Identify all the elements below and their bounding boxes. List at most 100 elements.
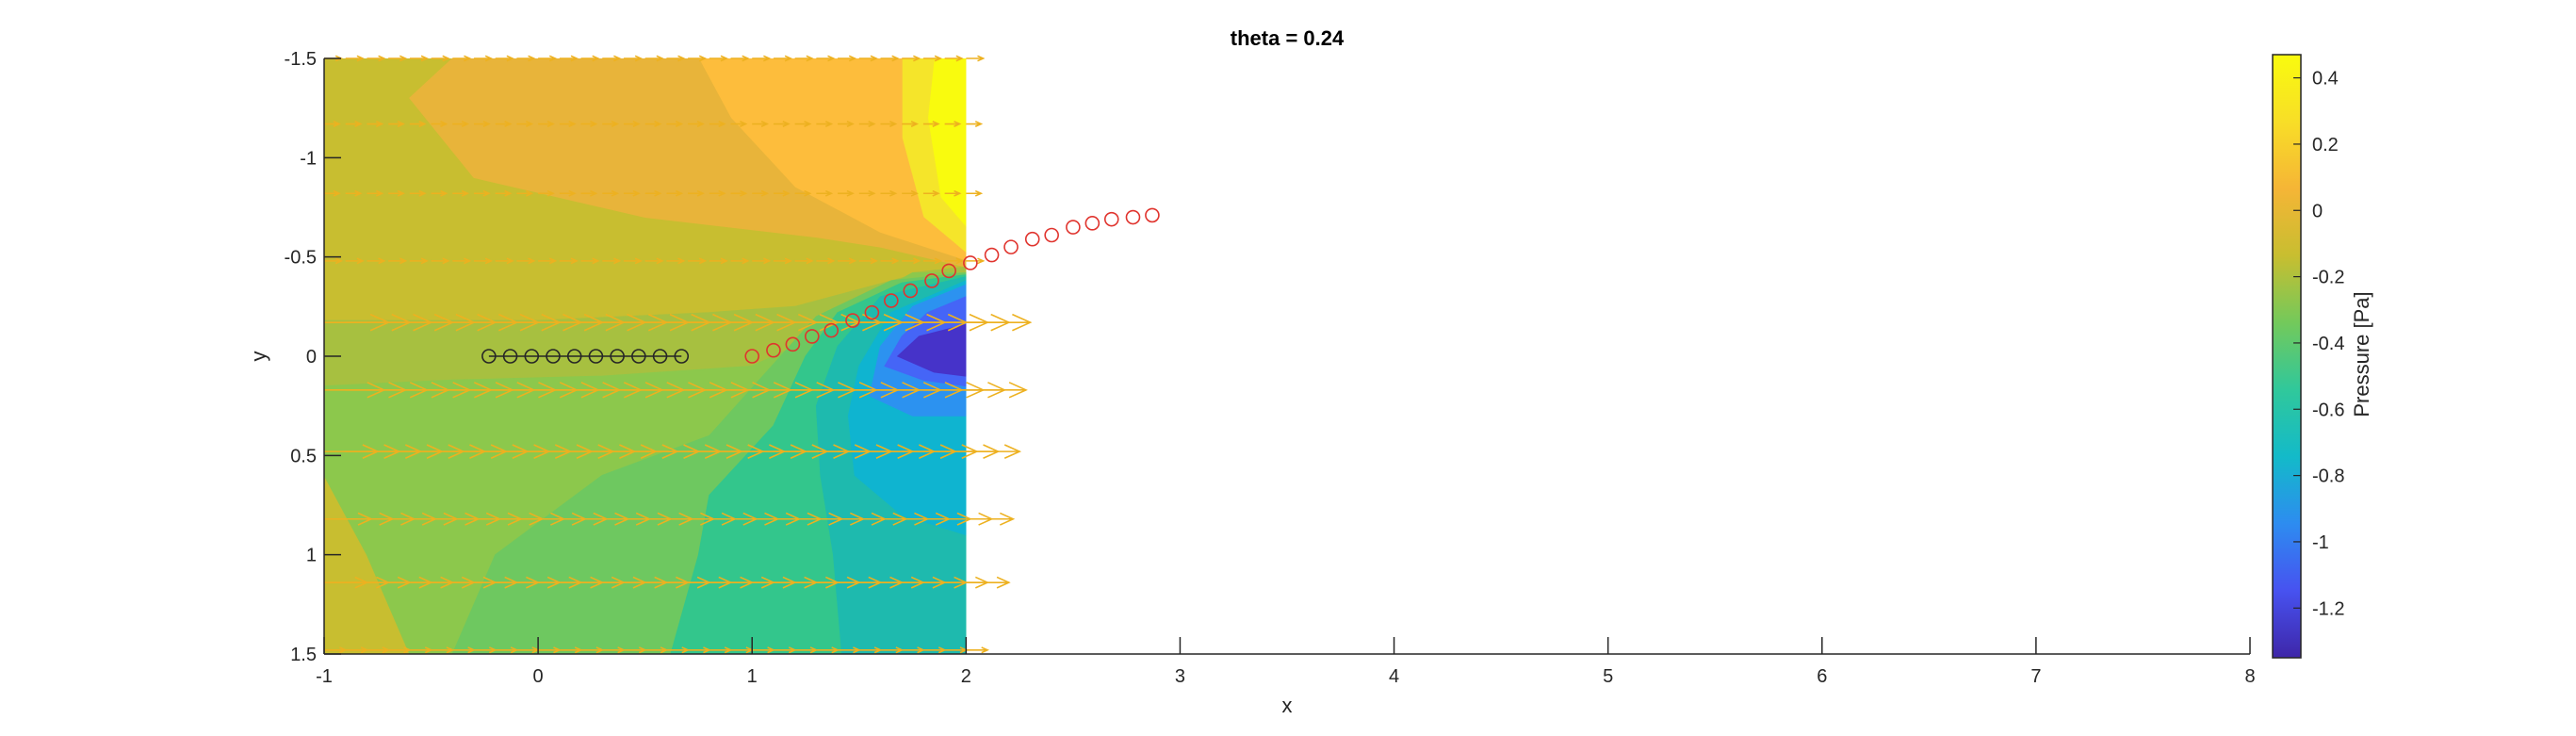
x-tick-label: 7 (2030, 666, 2041, 687)
velocity-arrow (944, 55, 964, 62)
velocity-arrow (966, 576, 1011, 589)
colorbar-ticks: 0.4 0.2 0 -0.2 -0.4 -0.6 -0.8 -1 -1.2 (2293, 69, 2344, 619)
y-tick-label: 1 (306, 546, 317, 566)
red-circle-point (864, 304, 880, 320)
velocity-arrow (559, 121, 577, 127)
velocity-arrow (858, 121, 876, 127)
velocity-arrow (452, 257, 472, 265)
black-circle-series (481, 349, 690, 364)
velocity-arrow (666, 189, 684, 197)
black-circle-point (631, 349, 646, 364)
velocity-arrow (730, 257, 750, 265)
velocity-arrow (666, 121, 684, 127)
velocity-arrow (431, 55, 450, 62)
colorbar: 0.4 0.2 0 -0.2 -0.4 -0.6 -0.8 -1 -1.2 Pressure [… (2272, 54, 2373, 659)
velocity-arrow (345, 55, 365, 62)
velocity-arrow (709, 257, 728, 265)
velocity-arrow (559, 55, 579, 62)
velocity-arrow (966, 382, 1028, 399)
velocity-arrow (858, 55, 878, 62)
red-circle-point (924, 273, 939, 288)
velocity-arrow (473, 55, 494, 62)
velocity-arrow (880, 257, 900, 265)
velocity-arrow (623, 189, 641, 197)
black-circle-point (588, 349, 604, 364)
chart-title: theta = 0.24 (1231, 26, 1345, 50)
velocity-arrow (858, 257, 878, 265)
velocity-arrow (644, 121, 662, 127)
y-tick-label: -1.5 (285, 49, 317, 70)
x-tick-label: -1 (316, 666, 333, 687)
velocity-arrow (473, 121, 491, 127)
velocity-arrow (666, 257, 686, 265)
velocity-arrow (388, 121, 405, 127)
velocity-arrow (559, 257, 579, 265)
velocity-arrow (538, 189, 555, 197)
red-circle-point (1125, 209, 1141, 225)
red-circle-point (941, 263, 956, 279)
colorbar-tick-label: 0 (2312, 201, 2323, 221)
velocity-arrow (431, 189, 448, 197)
x-tick-label: 4 (1389, 666, 1399, 687)
velocity-arrow (794, 189, 812, 197)
colorbar-tick-label: -0.4 (2312, 334, 2344, 354)
velocity-arrow (666, 55, 686, 62)
velocity-arrow (902, 55, 921, 62)
velocity-arrow (367, 257, 386, 265)
velocity-arrow (388, 257, 408, 265)
x-tick-label: 5 (1603, 666, 1613, 687)
velocity-arrow (644, 189, 662, 197)
velocity-arrow (966, 646, 989, 654)
velocity-arrow (858, 189, 876, 197)
red-circle-point (845, 313, 860, 328)
velocity-arrow (345, 257, 365, 265)
velocity-arrow (388, 55, 408, 62)
velocity-arrow (709, 121, 726, 127)
velocity-arrow (516, 121, 534, 127)
red-circle-point (785, 336, 801, 352)
velocity-arrow (495, 55, 514, 62)
plot-area (324, 55, 1160, 654)
velocity-vector-field (324, 55, 1033, 654)
velocity-arrow (773, 189, 791, 197)
velocity-arrow (966, 512, 1016, 526)
colorbar-tick-label: 0.2 (2312, 135, 2339, 155)
velocity-arrow (538, 257, 558, 265)
velocity-arrow (773, 121, 791, 127)
black-circle-point (546, 349, 561, 364)
velocity-arrow (902, 121, 920, 127)
velocity-arrow (452, 189, 470, 197)
velocity-arrow (966, 444, 1022, 460)
velocity-arrow (495, 257, 514, 265)
red-circle-point (744, 349, 760, 364)
velocity-arrow (644, 55, 664, 62)
y-tick-label: 0 (306, 347, 317, 368)
colorbar-tick-label: -1.2 (2312, 598, 2344, 619)
velocity-arrow (345, 189, 363, 197)
velocity-arrow (409, 121, 427, 127)
velocity-arrow (538, 55, 558, 62)
colorbar-tick-label: -0.6 (2312, 400, 2344, 420)
velocity-arrow (730, 121, 748, 127)
velocity-arrow (966, 189, 984, 197)
red-circle-point (903, 283, 919, 299)
x-tick-label: 0 (533, 666, 544, 687)
velocity-arrow (966, 257, 986, 265)
velocity-arrow (602, 189, 620, 197)
velocity-arrow (473, 257, 494, 265)
red-circle-point (1044, 227, 1059, 243)
velocity-arrow (388, 189, 405, 197)
y-tick-label: -0.5 (285, 248, 317, 269)
axes: -1 0 1 2 3 4 5 6 7 8 -1.5 -1 -0.5 0 0.5 1 1.5 (285, 49, 2256, 687)
red-circle-point (1024, 231, 1040, 247)
velocity-arrow (966, 313, 1033, 332)
colorbar-tick-label: 0.4 (2312, 69, 2339, 90)
velocity-arrow (644, 257, 664, 265)
red-circle-point (884, 293, 899, 308)
velocity-arrow (688, 55, 708, 62)
velocity-arrow (922, 121, 940, 127)
velocity-arrow (452, 55, 472, 62)
x-axis-label: x (1282, 694, 1293, 717)
velocity-arrow (838, 55, 857, 62)
velocity-arrow (816, 189, 834, 197)
